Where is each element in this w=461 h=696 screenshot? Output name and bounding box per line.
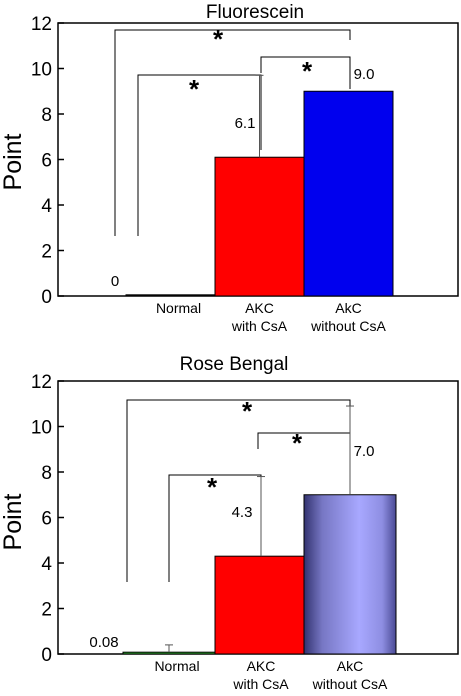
data-label: 4.3 [232,504,253,521]
category-label: Normal [156,300,201,316]
y-axis-label: Point [0,133,27,190]
significance-star: * [292,428,303,458]
significance-star: * [207,472,218,502]
category-label: AKC [245,300,274,316]
significance-brackets: * * * [114,24,351,236]
category-label: with CsA [231,318,288,334]
significance-brackets: * * * [126,396,351,582]
y-tick-label: 8 [41,105,52,126]
y-tick-label: 6 [41,151,52,172]
data-label: 0 [111,273,119,290]
y-axis-label: Point [0,493,27,550]
data-label: 9.0 [354,66,375,83]
y-tick-label: 0 [41,287,52,308]
bar [214,156,305,297]
category-label: without CsA [310,318,386,334]
category-label: AKC [247,658,276,674]
category-label: AkC [337,658,363,674]
chart-title: Rose Bengal [180,354,289,375]
bar [303,494,397,655]
y-tick-label: 4 [41,196,52,217]
y-ticks: 0 2 4 6 8 10 12 [31,372,64,666]
category-label: without CsA [312,676,388,692]
significance-star: * [302,56,313,86]
y-tick-label: 10 [31,418,52,439]
data-label: 0.08 [89,634,118,651]
y-tick-label: 12 [31,372,52,393]
category-labels: Normal AKC with CsA AkC without CsA [154,658,388,692]
bar [125,294,216,297]
significance-bracket [257,432,351,493]
data-label: 6.1 [235,115,256,132]
y-tick-label: 4 [41,554,52,575]
category-label: with CsA [232,676,289,692]
category-labels: Normal AKC with CsA AkC without CsA [156,300,387,334]
data-labels: 0.08 4.3 7.0 [89,443,374,651]
data-labels: 0 6.1 9.0 [111,66,375,290]
bar [122,651,216,655]
chart-title: Fluorescein [206,2,304,23]
significance-bracket [260,56,351,89]
y-ticks: 0 2 4 6 8 10 12 [31,14,64,308]
significance-star: * [189,74,200,104]
bar [214,555,308,655]
y-tick-label: 0 [41,645,52,666]
significance-bracket [114,29,351,236]
category-label: AkC [335,300,361,316]
category-label: Normal [154,658,199,674]
y-tick-label: 10 [31,60,52,81]
significance-star: * [242,396,253,426]
bars [125,74,394,297]
chart-rose-bengal: Rose Bengal Point 0 2 4 6 8 10 12 * * * 0.08 4.3 7… [0,354,459,692]
y-tick-label: 2 [41,242,52,263]
y-tick-label: 8 [41,463,52,484]
y-tick-label: 6 [41,509,52,530]
bar [303,90,394,297]
y-tick-label: 2 [41,600,52,621]
significance-star: * [213,24,224,54]
data-label: 7.0 [354,443,375,460]
significance-bracket [126,399,351,582]
bars [122,405,397,655]
y-tick-label: 12 [31,14,52,35]
significance-bracket [137,74,262,236]
